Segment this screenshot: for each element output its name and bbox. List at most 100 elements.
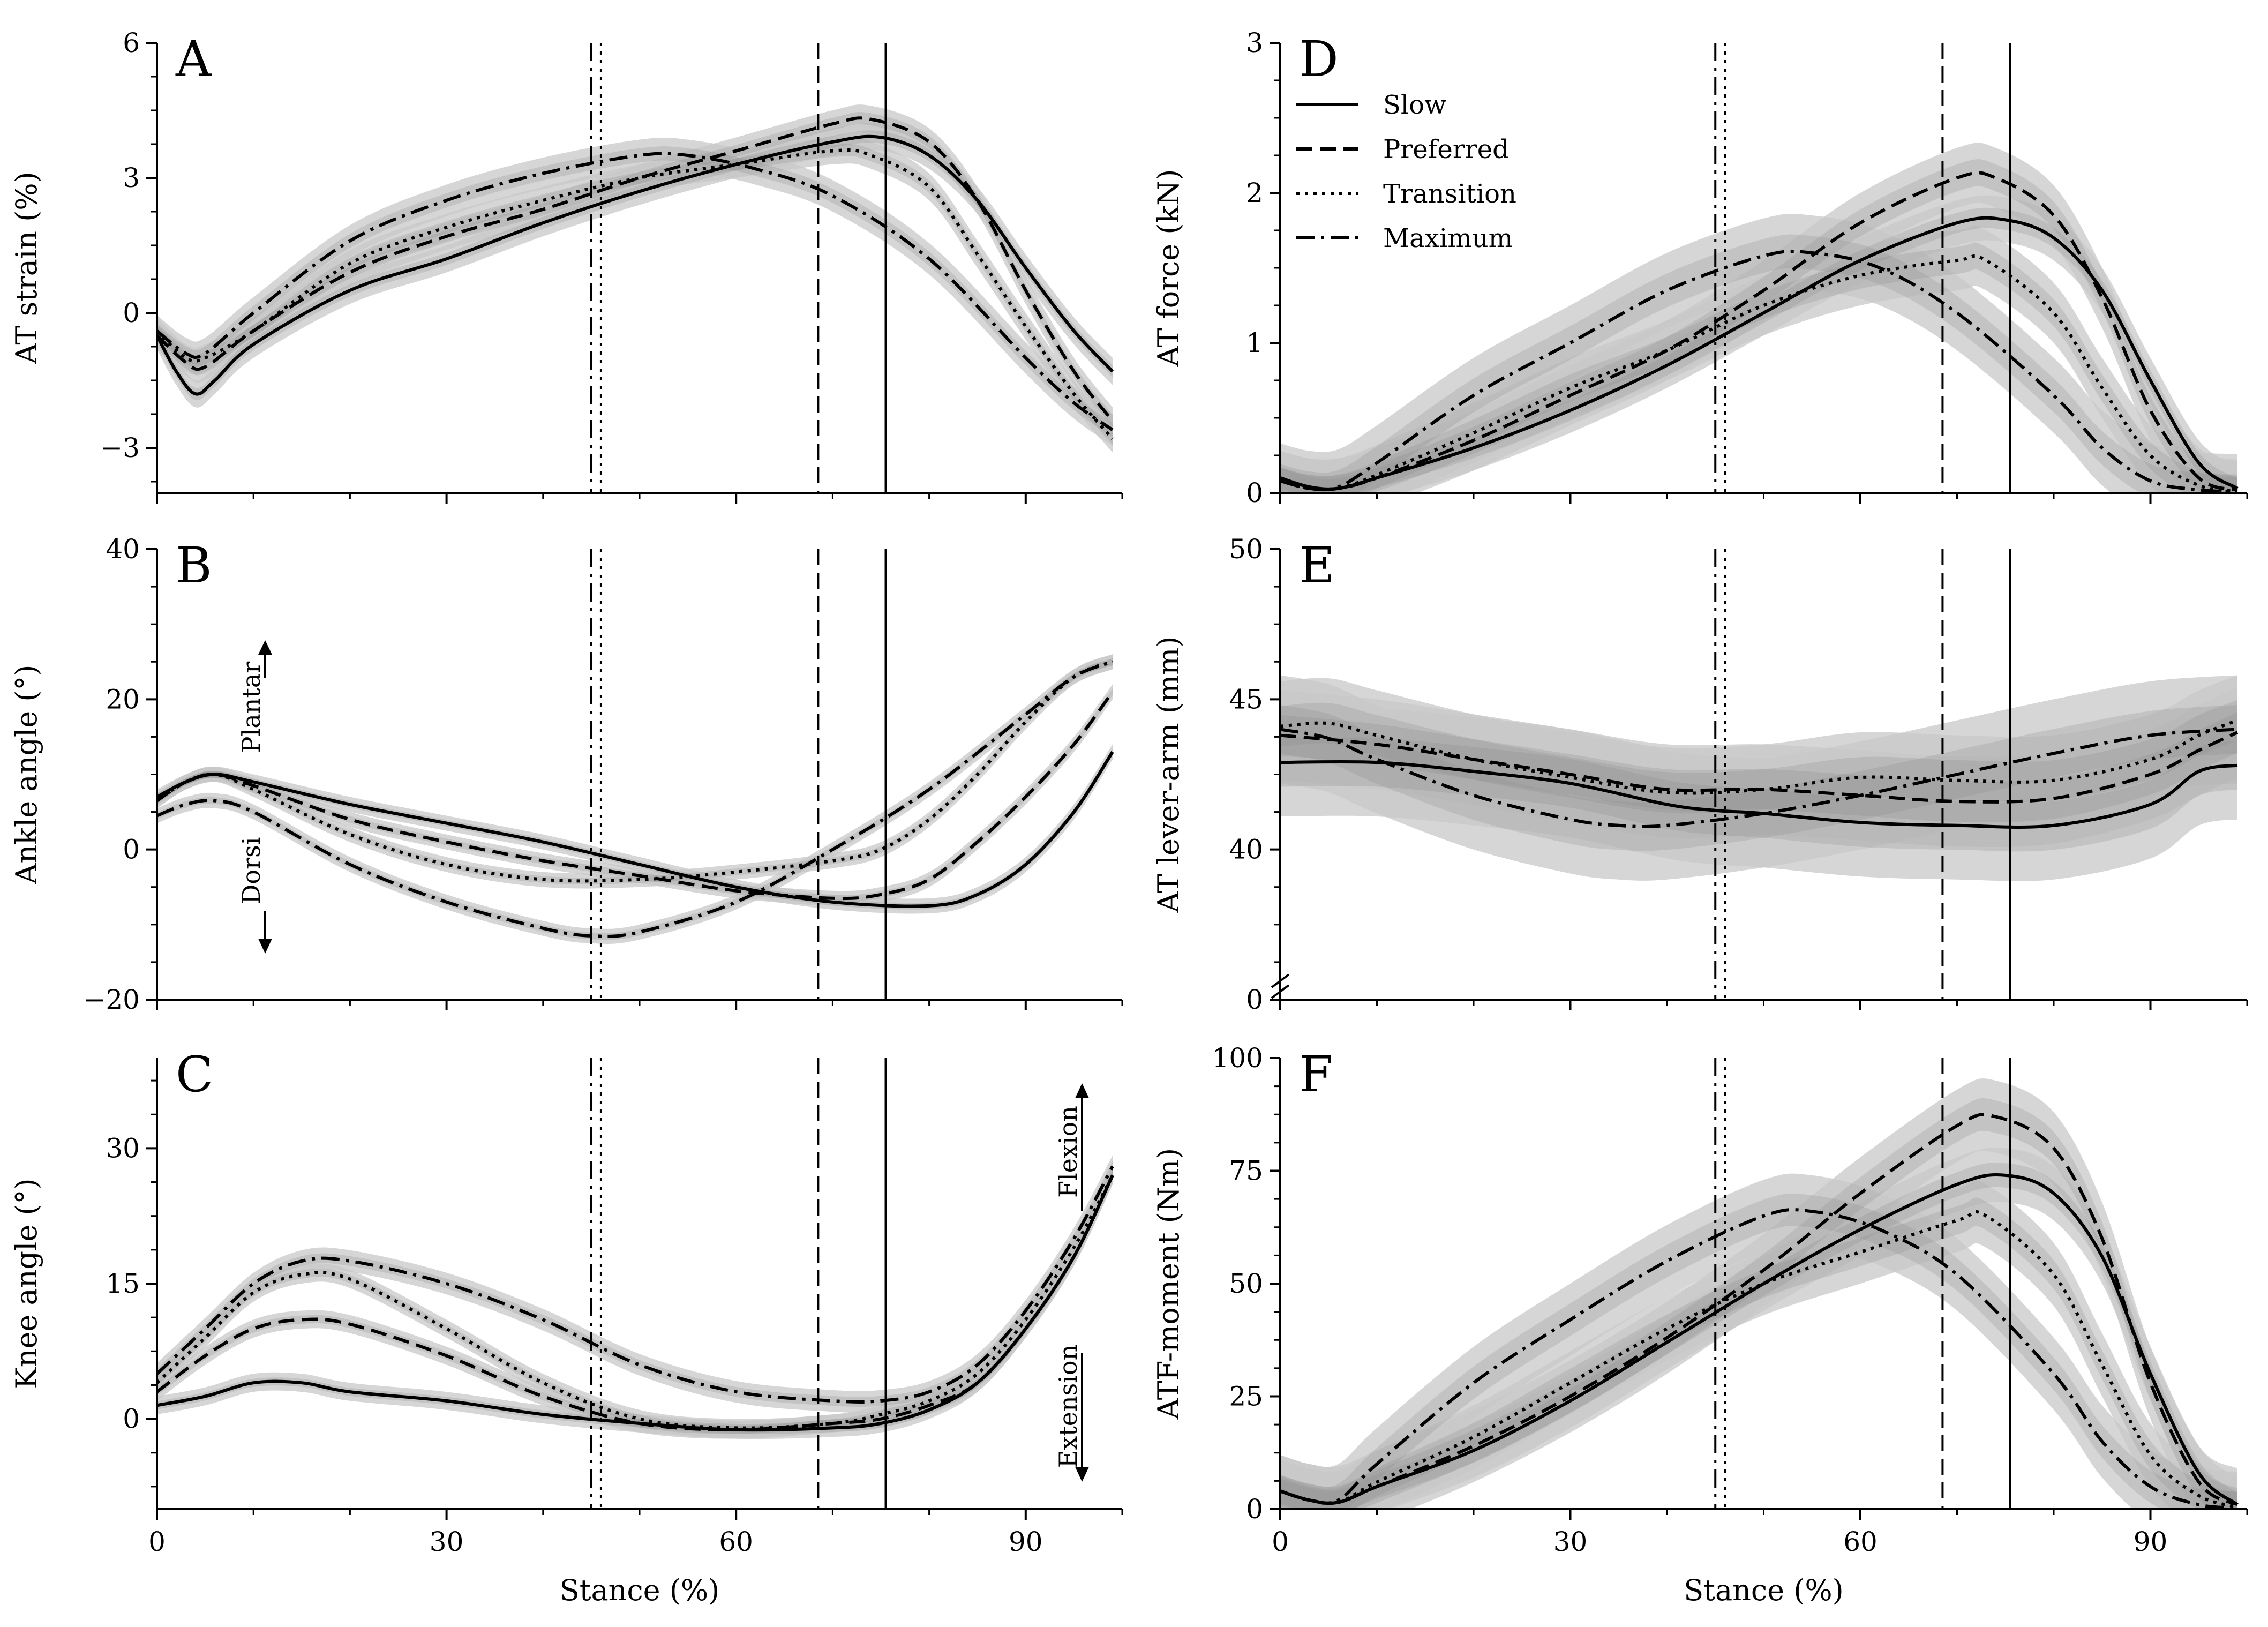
x-tick-label-f: 0 [1272,1526,1289,1557]
y-tick-label-e: 50 [1229,534,1263,565]
y-tick-label-a: 3 [123,162,140,193]
legend-label-transition: Transition [1383,179,1516,209]
y-tick-label-f: 75 [1229,1156,1263,1187]
panel-letter-f: F [1299,1046,1333,1103]
plot-area-e [1280,675,2239,881]
series-line-e-transition [1280,718,2238,795]
y-axis-label-a: AT strain (%) [10,171,43,364]
panel-d: 0 1 2 3 AT force (kN) D [1152,27,2248,508]
plot-area-c [157,1155,1114,1439]
panel-e: 0 40 45 50 AT lever-arm (mm) E [1152,534,2248,1015]
x-tick-label-f: 60 [1843,1526,1878,1557]
y-axis-label-f: ATF-moment (Nm) [1152,1148,1185,1420]
plot-area-f [1280,1078,2239,1509]
y-tick-label-b: −20 [83,984,140,1015]
y-tick-label-d: 2 [1246,177,1263,208]
y-tick-label-d: 0 [1246,477,1263,508]
series-line-a-preferred [157,116,1114,422]
band-core-d-slow [1280,207,2237,493]
series-line-b-preferred [157,691,1114,901]
annotation-flexion: Flexion [1054,1106,1083,1198]
series-line-a-transition [157,148,1114,440]
series-line-e-maximum [1280,728,2238,828]
y-tick-label-d: 3 [1246,27,1263,58]
band-core-f-slow [1280,1163,2237,1509]
series-line-f-maximum [1280,1208,2238,1509]
legend-label-slow: Slow [1383,90,1446,120]
band-core-e-transition [1280,700,2237,814]
band-c-slow [157,1166,1113,1439]
panel-letter-c: C [176,1046,213,1103]
y-tick-label-d: 1 [1246,327,1263,358]
y-tick-label-c: 30 [106,1133,140,1164]
x-tick-label-c: 60 [719,1526,753,1557]
series-line-c-maximum [157,1165,1114,1404]
y-tick-label-b: 0 [123,834,140,865]
series-line-b-maximum [157,660,1114,938]
y-axis-label-b: Ankle angle (°) [10,665,43,885]
arrow-up-head [258,640,272,655]
series-line-f-preferred [1280,1113,2239,1506]
y-tick-label-c: 15 [106,1268,140,1299]
annotation-dorsi: Dorsi [237,837,266,904]
axis-break-mark [1271,984,1290,999]
plot-area-d [1280,143,2239,493]
x-axis-label-f: Stance (%) [1684,1573,1843,1607]
plot-area-b [157,654,1114,944]
panel-letter-b: B [176,537,212,594]
legend-label-preferred: Preferred [1383,134,1509,164]
axis-break-mark [1271,973,1290,988]
x-tick-label-f: 90 [2134,1526,2168,1557]
band-e-maximum [1280,675,2237,881]
y-axis-label-c: Knee angle (°) [10,1178,43,1389]
panel-letter-e: E [1299,537,1335,594]
band-core-d-preferred [1280,159,2237,493]
panel-a: −3 0 3 6 AT strain (%) A [10,27,1123,504]
series-line-a-slow [157,134,1114,396]
y-tick-label-f: 50 [1229,1268,1263,1299]
band-core-f-transition [1280,1197,2237,1509]
series-line-c-preferred [157,1174,1114,1431]
band-d-transition [1280,226,2237,493]
y-tick-label-b: 40 [106,534,140,565]
band-a-maximum [157,137,1113,446]
panel-letter-d: D [1299,31,1339,88]
band-b-slow [157,744,1113,914]
y-tick-label-e: 40 [1229,834,1263,865]
series-line-d-preferred [1280,171,2238,492]
panel-letter-a: A [175,31,212,88]
y-tick-label-f: 25 [1229,1381,1263,1412]
arrow-up-head [1075,1083,1089,1098]
arrow-down-head [258,939,272,954]
y-tick-label-b: 20 [106,684,140,715]
panel-c: 0 15 30 0 30 60 90 Stance (%) Knee angle (°) C Fle… [10,1046,1123,1607]
band-c-maximum [157,1155,1113,1413]
band-core-e-preferred [1280,712,2237,822]
y-tick-label-f: 100 [1212,1043,1263,1074]
y-tick-label-a: 6 [123,27,140,58]
x-axis-label-c: Stance (%) [560,1573,719,1607]
y-tick-label-f: 0 [1246,1494,1263,1525]
series-line-e-slow [1280,760,2238,829]
series-line-a-maximum [157,152,1114,431]
series-line-f-transition [1280,1210,2238,1509]
x-tick-label-c: 90 [1009,1526,1043,1557]
y-tick-label-e: 45 [1229,684,1263,715]
annotation-plantar: Plantar [237,662,266,753]
legend-label-maximum: Maximum [1383,223,1513,253]
x-tick-label-f: 30 [1553,1526,1588,1557]
band-f-maximum [1280,1173,2237,1509]
panel-f: 0 25 50 75 100 0 30 60 90 Stance (%) ATF-moment (N… [1152,1043,2248,1607]
y-tick-label-c: 0 [123,1404,140,1435]
series-line-b-slow [157,751,1114,908]
plot-area-a [157,104,1114,453]
series-line-e-preferred [1280,731,2239,804]
x-tick-label-c: 30 [430,1526,464,1557]
band-core-e-maximum [1280,705,2237,851]
band-core-d-maximum [1280,234,2237,493]
x-tick-label-c: 0 [148,1526,166,1557]
y-axis-label-e: AT lever-arm (mm) [1152,636,1185,913]
panel-b: −20 0 20 40 Ankle angle (°) B Plantar Dorsi [10,534,1123,1015]
band-b-maximum [157,654,1113,944]
